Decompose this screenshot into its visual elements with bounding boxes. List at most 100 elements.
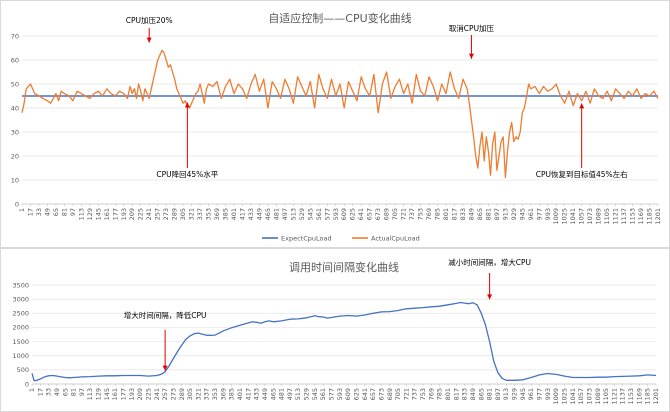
y-tick-label: 2000 [12,324,29,332]
x-tick-label: 561 [319,388,327,400]
x-tick-label: 1 [18,208,26,212]
x-tick-label: 433 [253,388,261,400]
y-tick-label: 10 [11,176,19,184]
x-tick-label: 529 [298,208,306,220]
x-tick-label: 1185 [646,208,654,225]
x-tick-label: 929 [511,388,519,400]
x-tick-label: 177 [120,388,128,400]
x-tick-label: 481 [278,388,286,400]
x-tick-label: 417 [244,388,252,400]
x-tick-label: 897 [493,208,501,220]
y-tick-label: 0 [15,200,19,208]
x-tick-label: 849 [467,208,475,220]
annotation-arrowhead [184,102,190,108]
x-tick-label: 129 [95,388,103,400]
annotation-label: 取消CPU加压 [449,23,495,33]
x-tick-label: 769 [425,208,433,220]
annotation-arrowhead [468,53,474,59]
x-tick-label: 305 [186,388,194,400]
x-tick-label: 1089 [595,208,603,225]
x-tick-label: 401 [236,388,244,400]
x-tick-label: 257 [161,388,169,400]
x-tick-label: 993 [544,388,552,400]
x-tick-label: 289 [171,208,179,220]
x-tick-label: 753 [419,388,427,400]
chart-title: 调用时间间隔变化曲线 [289,260,399,274]
x-tick-label: 289 [178,388,186,400]
x-tick-label: 689 [386,388,394,400]
x-tick-label: 49 [43,208,51,216]
annotation-label: 增大时间间隔，降低CPU [124,310,207,320]
x-tick-label: 705 [394,388,402,400]
x-tick-label: 625 [349,208,357,220]
x-tick-label: 145 [94,208,102,220]
x-tick-label: 161 [103,208,111,220]
x-tick-label: 865 [476,208,484,220]
x-tick-label: 561 [315,208,323,220]
x-tick-label: 609 [344,388,352,400]
annotation-label: CPU降回45%水平 [156,169,218,179]
x-tick-label: 433 [247,208,255,220]
x-tick-label: 513 [294,388,302,400]
x-tick-label: 449 [255,208,263,220]
x-tick-label: 737 [411,388,419,400]
x-tick-label: 529 [303,388,311,400]
x-tick-label: 193 [120,208,128,220]
x-tick-label: 833 [459,208,467,220]
x-tick-label: 225 [144,388,152,400]
x-tick-label: 817 [452,388,460,400]
x-tick-label: 977 [536,388,544,400]
x-tick-label: 593 [336,388,344,400]
y-tick-label: 2500 [12,310,29,318]
x-tick-label: 273 [162,208,170,220]
x-tick-label: 193 [128,388,136,400]
x-tick-label: 1057 [578,208,586,225]
x-tick-label: 1121 [612,208,620,225]
x-tick-label: 1041 [569,388,577,405]
x-tick-label: 977 [535,208,543,220]
x-tick-label: 737 [408,208,416,220]
x-tick-label: 321 [188,208,196,220]
y-tick-label: 3000 [12,295,29,303]
x-tick-label: 1201 [654,208,662,225]
x-tick-label: 673 [377,388,385,400]
x-tick-label: 913 [501,208,509,220]
x-tick-label: 113 [86,388,94,400]
x-tick-label: 465 [269,388,277,400]
x-tick-label: 17 [26,208,34,216]
x-tick-label: 817 [450,208,458,220]
x-tick-label: 129 [86,208,94,220]
x-tick-label: 113 [77,208,85,220]
x-tick-label: 1025 [561,208,569,225]
x-tick-label: 689 [383,208,391,220]
chart-title: 自适应控制——CPU变化曲线 [268,11,411,25]
x-tick-label: 545 [311,388,319,400]
x-tick-label: 401 [230,208,238,220]
x-tick-label: 881 [484,208,492,220]
x-tick-label: 33 [45,388,53,396]
x-tick-label: 609 [340,208,348,220]
x-tick-label: 1105 [603,208,611,225]
x-tick-label: 1073 [586,208,594,225]
x-tick-label: 625 [352,388,360,400]
x-tick-label: 913 [502,388,510,400]
chart-frame [0,0,670,248]
x-tick-label: 225 [137,208,145,220]
x-tick-label: 465 [264,208,272,220]
x-tick-label: 577 [328,388,336,400]
x-tick-label: 1201 [652,388,660,405]
x-tick-label: 801 [442,208,450,220]
x-tick-label: 1025 [560,388,568,405]
y-tick-label: 40 [11,104,19,112]
x-tick-label: 721 [400,208,408,220]
x-tick-label: 753 [417,208,425,220]
y-tick-label: 0 [25,380,29,388]
x-tick-label: 897 [494,388,502,400]
x-tick-label: 241 [145,208,153,220]
x-tick-label: 385 [222,208,230,220]
x-tick-label: 1009 [552,388,560,405]
x-tick-label: 449 [261,388,269,400]
y-tick-label: 3500 [12,281,29,289]
annotation-arrowhead [487,294,493,300]
